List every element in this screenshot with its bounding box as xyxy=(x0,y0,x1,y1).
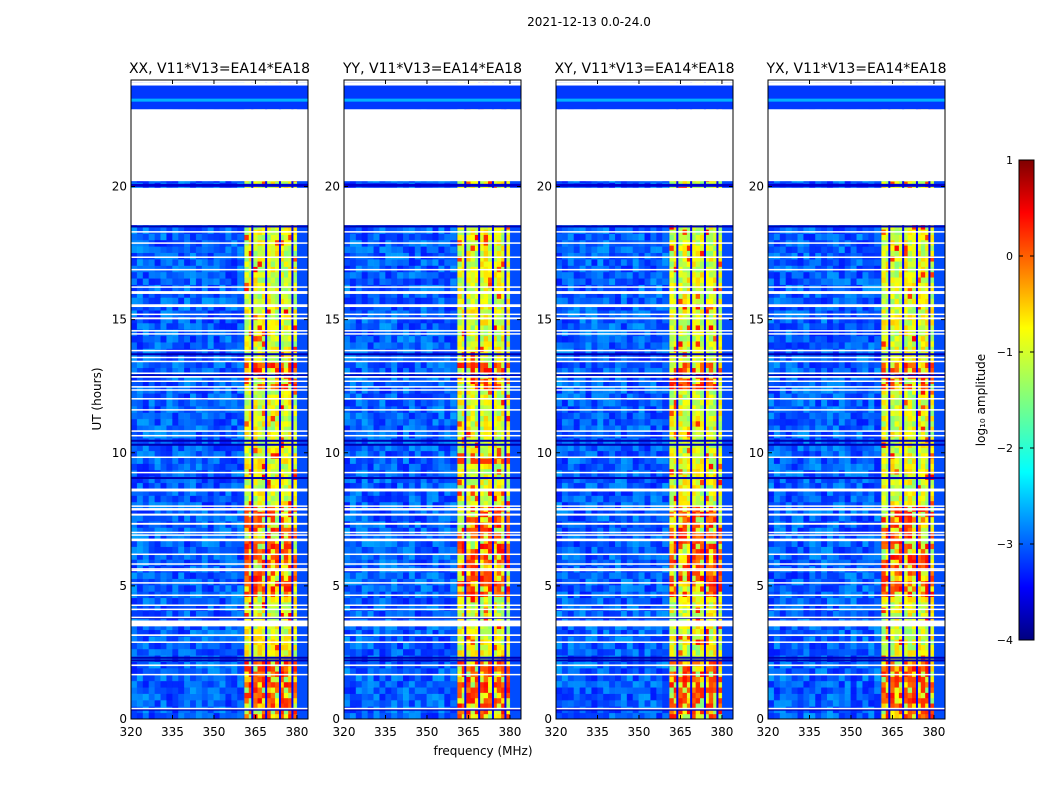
colorbar-tick-label: −2 xyxy=(997,442,1013,455)
y-tick-label: 0 xyxy=(544,712,552,726)
y-tick-label: 10 xyxy=(537,446,552,460)
x-tick-label: 365 xyxy=(457,725,480,739)
x-tick-label: 380 xyxy=(285,725,308,739)
colorbar-tick-label: −4 xyxy=(997,634,1013,647)
y-tick-label: 15 xyxy=(325,313,340,327)
y-tick-label: 0 xyxy=(756,712,764,726)
colorbar-gradient xyxy=(1018,159,1035,641)
panel-xx: XX, V11*V13=EA14*EA18 320 335 350 365 380 0 5 10… xyxy=(112,61,310,739)
panel-xy: XY, V11*V13=EA14*EA18 320 335 350 365 380 0 5 10… xyxy=(537,61,735,739)
x-tick-label: 365 xyxy=(669,725,692,739)
x-tick-label: 335 xyxy=(374,725,397,739)
x-tick-label: 320 xyxy=(120,725,143,739)
y-tick-label: 10 xyxy=(325,446,340,460)
x-tick-label: 380 xyxy=(710,725,733,739)
panel-title: YX, V11*V13=EA14*EA18 xyxy=(765,61,946,77)
x-tick-label: 320 xyxy=(757,725,780,739)
x-tick-label: 320 xyxy=(545,725,568,739)
colorbar-label: log₁₀ amplitude xyxy=(974,354,988,446)
x-tick-label: 320 xyxy=(333,725,356,739)
y-tick-label: 0 xyxy=(119,712,127,726)
y-tick-label: 10 xyxy=(112,446,127,460)
y-tick-label: 15 xyxy=(749,313,764,327)
figure-suptitle: 2021-12-13 0.0-24.0 xyxy=(527,15,651,29)
y-tick-label: 5 xyxy=(119,579,127,593)
x-tick-label: 365 xyxy=(244,725,267,739)
panel-yy: YY, V11*V13=EA14*EA18 320 335 350 365 380 0 5 10… xyxy=(325,61,522,739)
x-tick-label: 335 xyxy=(161,725,184,739)
y-tick-label: 5 xyxy=(756,579,764,593)
plot-frame xyxy=(343,79,522,720)
x-tick-label: 380 xyxy=(922,725,945,739)
colorbar-tick-label: 0 xyxy=(1006,250,1013,263)
colorbar-tick-label: 1 xyxy=(1006,154,1013,167)
y-tick-label: 5 xyxy=(332,579,340,593)
panel-title: XX, V11*V13=EA14*EA18 xyxy=(129,61,310,77)
y-tick-label: 15 xyxy=(537,313,552,327)
x-tick-label: 350 xyxy=(628,725,651,739)
x-tick-label: 335 xyxy=(586,725,609,739)
colorbar-tick-label: −3 xyxy=(997,538,1013,551)
panel-title: YY, V11*V13=EA14*EA18 xyxy=(342,61,522,77)
y-tick-label: 5 xyxy=(544,579,552,593)
y-tick-label: 10 xyxy=(749,446,764,460)
y-tick-label: 20 xyxy=(325,180,340,194)
y-tick-label: 0 xyxy=(332,712,340,726)
y-tick-label: 15 xyxy=(112,313,127,327)
panel-yx: YX, V11*V13=EA14*EA18 320 335 350 365 380 0 5 10… xyxy=(749,61,947,739)
colorbar: 1 0 −1 −2 −3 −4 log₁₀ amplitude xyxy=(974,154,1035,647)
y-tick-label: 20 xyxy=(112,180,127,194)
x-tick-label: 350 xyxy=(203,725,226,739)
x-tick-label: 380 xyxy=(498,725,521,739)
spectrogram-image xyxy=(344,80,521,719)
x-tick-label: 350 xyxy=(416,725,439,739)
plot-frame xyxy=(555,79,734,720)
y-tick-label: 20 xyxy=(749,180,764,194)
x-tick-label: 335 xyxy=(798,725,821,739)
spectrogram-image xyxy=(131,80,308,719)
spectrogram-image xyxy=(556,80,733,719)
spectrogram-image xyxy=(768,80,945,719)
y-axis-label: UT (hours) xyxy=(90,367,104,430)
plot-frame xyxy=(130,79,309,720)
x-tick-label: 350 xyxy=(840,725,863,739)
y-tick-label: 20 xyxy=(537,180,552,194)
plot-frame xyxy=(767,79,946,720)
x-axis-label: frequency (MHz) xyxy=(433,744,532,758)
colorbar-tick-label: −1 xyxy=(997,346,1013,359)
x-tick-label: 365 xyxy=(881,725,904,739)
panel-title: XY, V11*V13=EA14*EA18 xyxy=(554,61,734,77)
